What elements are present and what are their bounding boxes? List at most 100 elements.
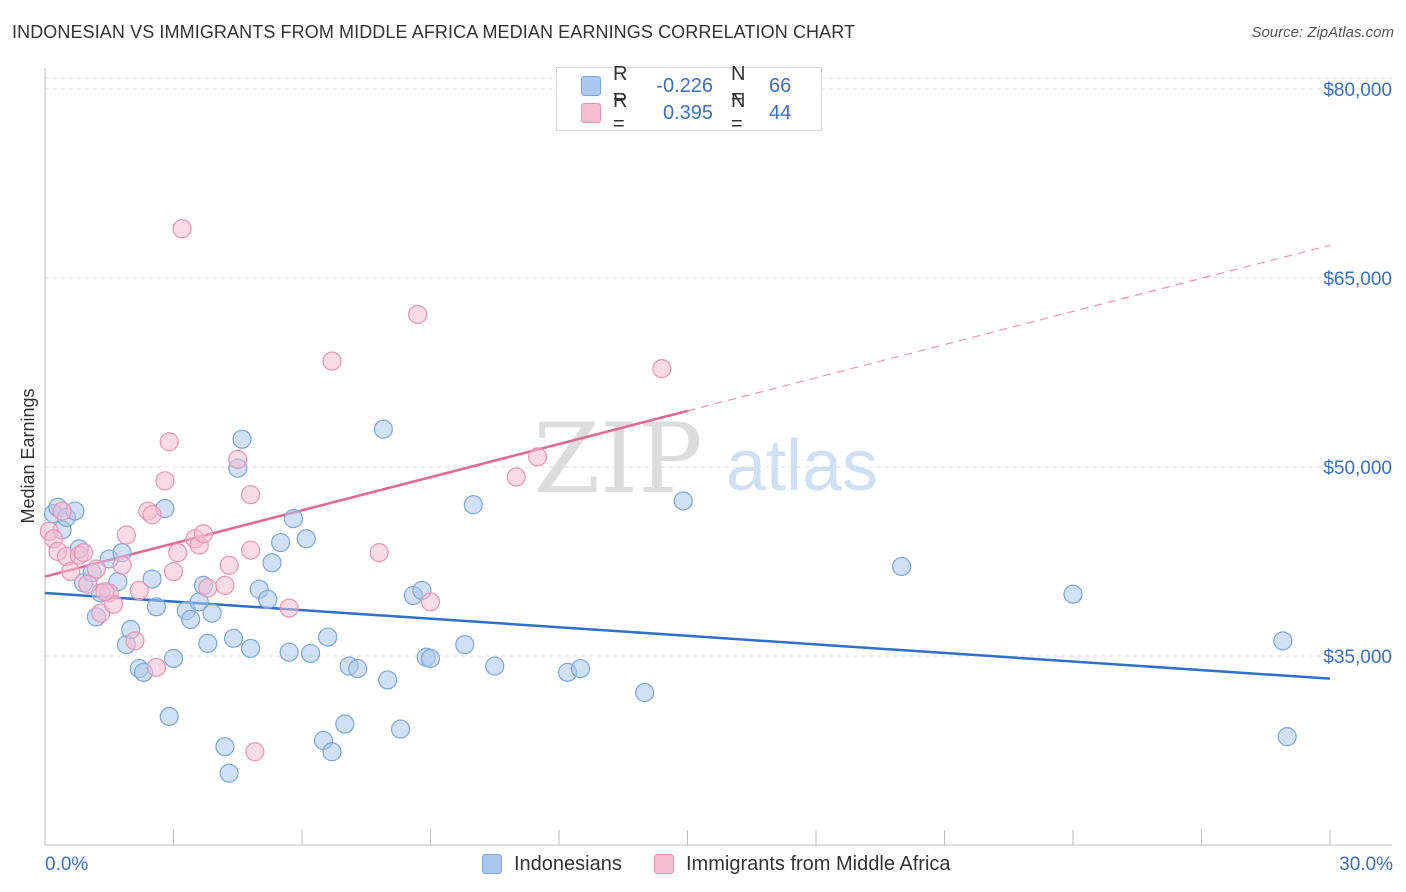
data-point-indonesians [142,569,162,589]
data-point-middle-africa [215,575,235,596]
data-point-middle-africa [129,580,149,601]
data-point-middle-africa [73,543,94,563]
data-point-middle-africa [146,657,166,677]
watermark-zip: ZIP [533,403,702,515]
data-point-middle-africa [279,598,299,618]
data-point-indonesians [673,491,693,511]
data-point-indonesians [270,532,291,553]
data-point-middle-africa [198,578,218,598]
data-point-middle-africa [228,449,248,469]
data-point-indonesians [322,742,342,762]
data-point-middle-africa [241,485,261,505]
trend-line [44,591,1331,680]
data-point-indonesians [455,635,475,655]
data-point-indonesians [318,627,338,647]
x-tick-label: 0.0% [45,854,88,875]
series-label-indonesians: Indonesians [514,852,622,875]
data-point-indonesians [283,509,304,529]
y-tick-label: $35,000 [1323,647,1392,668]
data-point-middle-africa [159,432,179,452]
series-label-middle-africa: Immigrants from Middle Africa [686,852,951,875]
watermark: ZIP atlas [533,403,878,515]
legend-n-value: 66 [769,74,792,97]
data-point-indonesians [485,656,505,676]
legend-swatch-indonesians [581,76,601,96]
data-point-middle-africa [322,351,342,371]
data-point-indonesians [892,556,912,577]
data-point-indonesians [219,763,239,783]
y-tick-label: $80,000 [1323,80,1392,101]
data-point-indonesians [463,495,483,515]
data-point-indonesians [163,648,184,669]
correlation-legend: R = -0.226 N = 66 R = 0.395 N = 44 [556,63,822,135]
y-axis-label: Median Earnings [18,388,38,523]
data-point-middle-africa [163,561,184,582]
data-point-middle-africa [420,592,441,612]
data-point-indonesians [373,419,393,439]
data-point-middle-africa [527,447,548,467]
data-point-middle-africa [116,525,136,545]
legend-n-label: N = [731,90,746,135]
y-tick-label: $50,000 [1323,458,1392,479]
data-point-indonesians [348,658,368,679]
trend-layer [44,244,1331,680]
data-point-middle-africa [219,555,239,575]
legend-row-indonesians: R = -0.226 N = 66 [581,63,792,108]
data-point-indonesians [300,643,321,664]
data-point-middle-africa [506,467,526,487]
data-point-indonesians [1277,727,1297,747]
data-point-indonesians [296,529,316,549]
series-swatch-indonesians [482,854,502,874]
series-swatch-middle-africa [654,854,674,874]
data-point-middle-africa [168,543,188,563]
data-point-middle-africa [52,501,72,521]
data-point-indonesians [1273,631,1293,651]
data-point-indonesians [215,737,235,757]
data-point-middle-africa [172,219,192,239]
data-point-indonesians [146,597,166,617]
legend-row-middle-africa: R = 0.395 N = 44 [581,90,792,135]
y-tick-label: $65,000 [1323,269,1392,290]
data-point-middle-africa [142,505,162,525]
data-point-middle-africa [652,359,672,379]
legend-r-value: -0.226 [656,74,713,97]
watermark-atlas: atlas [726,426,878,506]
data-point-indonesians [202,603,222,623]
data-point-indonesians [159,706,179,727]
data-point-indonesians [262,553,282,573]
data-point-middle-africa [369,543,389,563]
data-point-middle-africa [125,631,145,651]
data-point-middle-africa [112,555,132,575]
data-point-middle-africa [193,524,214,544]
legend-r-label: R = [613,63,628,108]
data-point-middle-africa [408,304,428,325]
series-legend: Indonesians Immigrants from Middle Afric… [0,851,1406,877]
data-point-indonesians [635,682,655,703]
data-point-indonesians [279,642,299,662]
data-point-indonesians [181,609,201,630]
data-point-middle-africa [86,559,107,579]
axis-layer [44,68,1392,846]
legend-n-label: N = [731,63,746,108]
data-point-indonesians [198,633,218,653]
data-point-indonesians [1063,584,1083,604]
data-point-indonesians [258,589,278,609]
points-layer [39,219,1297,783]
data-point-indonesians [223,628,244,648]
data-point-indonesians [241,638,261,659]
trend-line-dashed [687,244,1331,412]
data-point-indonesians [390,719,411,739]
trend-line-solid [44,409,688,578]
legend-n-value: 44 [769,101,792,124]
data-point-middle-africa [61,561,81,582]
x-tick-label: 30.0% [1339,854,1393,875]
data-point-indonesians [420,648,441,669]
chart-title: INDONESIAN VS IMMIGRANTS FROM MIDDLE AFR… [12,22,856,42]
series-legend-indonesians[interactable]: Indonesians [482,851,622,877]
data-point-middle-africa [241,540,261,560]
series-legend-middle-africa[interactable]: Immigrants from Middle Africa [654,851,951,877]
legend-r-value: 0.395 [662,101,713,124]
data-point-indonesians [378,670,398,690]
data-point-middle-africa [78,574,98,594]
